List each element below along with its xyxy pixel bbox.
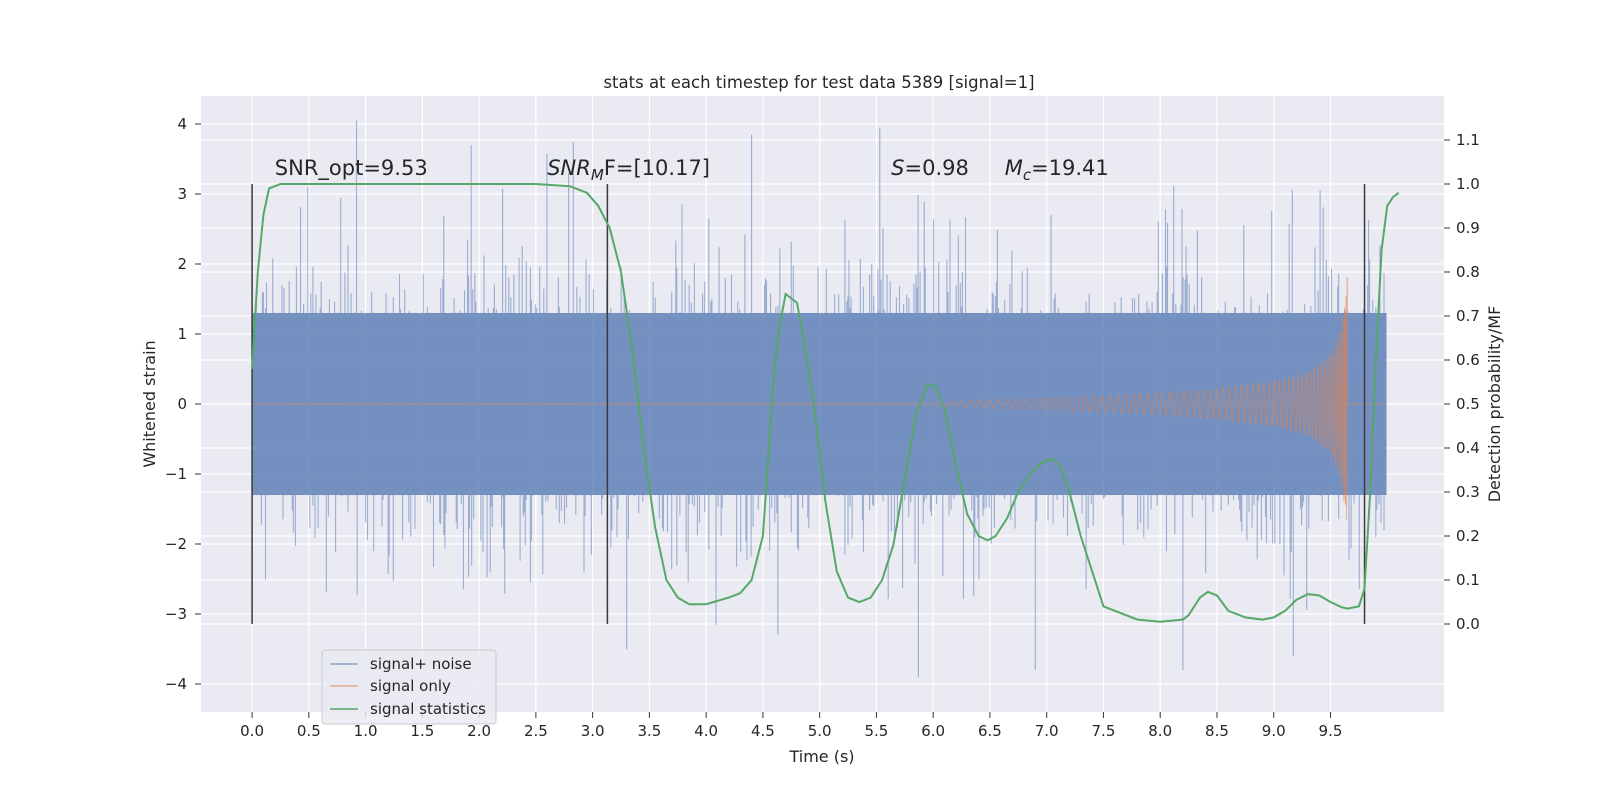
annotation-snr-opt: SNR_opt=9.53 xyxy=(275,156,428,181)
x-tick-label: 0.5 xyxy=(297,722,321,740)
y-tick-label: 1 xyxy=(177,325,187,343)
legend-label-signal-only: signal only xyxy=(370,677,451,695)
x-tick-label: 7.5 xyxy=(1092,722,1116,740)
y-axis-label: Whitened strain xyxy=(140,340,159,467)
y2-axis-ticks: 1.1 1.0 0.9 0.8 0.7 0.6 0.5 0.4 0.3 0.2 0.1 0.0 xyxy=(1444,131,1480,633)
y2-tick-label: 0.1 xyxy=(1456,571,1480,589)
annotation-stat-s: S=0.98 xyxy=(891,156,969,180)
x-tick-label: 4.0 xyxy=(694,722,718,740)
y2-tick-label: 0.2 xyxy=(1456,527,1480,545)
x-tick-label: 5.5 xyxy=(864,722,888,740)
x-axis-ticks: 0.0 0.5 1.0 1.5 2.0 2.5 3.0 3.5 4.0 4.5 5.0 5.5 6.0 6… xyxy=(240,712,1342,740)
y-tick-label: −1 xyxy=(165,465,187,483)
x-tick-label: 4.5 xyxy=(751,722,775,740)
legend-label-signal-statistics: signal statistics xyxy=(370,700,486,718)
x-tick-label: 9.0 xyxy=(1262,722,1286,740)
vertical-markers xyxy=(251,184,1366,624)
x-tick-label: 9.5 xyxy=(1319,722,1343,740)
signal-statistics-line xyxy=(251,183,1400,623)
legend-box xyxy=(321,649,497,725)
x-tick-label: 8.5 xyxy=(1205,722,1229,740)
y-tick-label: 2 xyxy=(177,255,187,273)
x-tick-label: 1.5 xyxy=(410,722,434,740)
y2-axis-label: Detection probability/MF xyxy=(1485,306,1504,503)
y2-tick-label: 0.6 xyxy=(1456,351,1480,369)
y2-tick-label: 0.7 xyxy=(1456,307,1480,325)
legend-label-signal-noise: signal+ noise xyxy=(370,655,472,673)
y2-tick-label: 0.9 xyxy=(1456,219,1480,237)
annotations: SNR_opt=9.53 SNRMF=[10.17] S=0.98 Mc=19.41 xyxy=(275,156,1109,184)
y-tick-label: 4 xyxy=(177,115,187,133)
annotation-snr-mf: SNRMF=[10.17] xyxy=(547,156,710,184)
x-tick-label: 0.0 xyxy=(240,722,264,740)
y-tick-label: −4 xyxy=(165,675,187,693)
y2-tick-label: 0.5 xyxy=(1456,395,1480,413)
x-tick-label: 1.0 xyxy=(354,722,378,740)
x-tick-label: 8.0 xyxy=(1148,722,1172,740)
y-tick-label: 0 xyxy=(177,395,187,413)
x-tick-label: 2.0 xyxy=(467,722,491,740)
x-tick-label: 2.5 xyxy=(524,722,548,740)
y2-tick-label: 1.0 xyxy=(1456,175,1480,193)
x-tick-label: 7.0 xyxy=(1035,722,1059,740)
y2-tick-label: 0.4 xyxy=(1456,439,1480,457)
y-tick-label: −3 xyxy=(165,605,187,623)
x-tick-label: 6.0 xyxy=(921,722,945,740)
y2-tick-label: 1.1 xyxy=(1456,131,1480,149)
legend: signal+ noise signal only signal statist… xyxy=(321,649,497,725)
y-tick-label: −2 xyxy=(165,535,187,553)
chart-title: stats at each timestep for test data 538… xyxy=(603,73,1034,92)
series-signal-only xyxy=(252,277,1387,520)
y2-tick-label: 0.0 xyxy=(1456,615,1480,633)
signal-only-line xyxy=(252,277,1387,520)
y-tick-label: 3 xyxy=(177,185,187,203)
y2-tick-label: 0.3 xyxy=(1456,483,1480,501)
x-tick-label: 3.0 xyxy=(581,722,605,740)
series-signal-statistics xyxy=(251,183,1400,623)
x-tick-label: 5.0 xyxy=(808,722,832,740)
annotation-mass-c: Mc=19.41 xyxy=(1005,156,1109,184)
x-axis-label: Time (s) xyxy=(788,747,854,766)
x-tick-label: 6.5 xyxy=(978,722,1002,740)
y-axis-ticks: 4 3 2 1 0 −1 −2 −3 −4 xyxy=(165,115,201,693)
y2-tick-label: 0.8 xyxy=(1456,263,1480,281)
x-tick-label: 3.5 xyxy=(637,722,661,740)
